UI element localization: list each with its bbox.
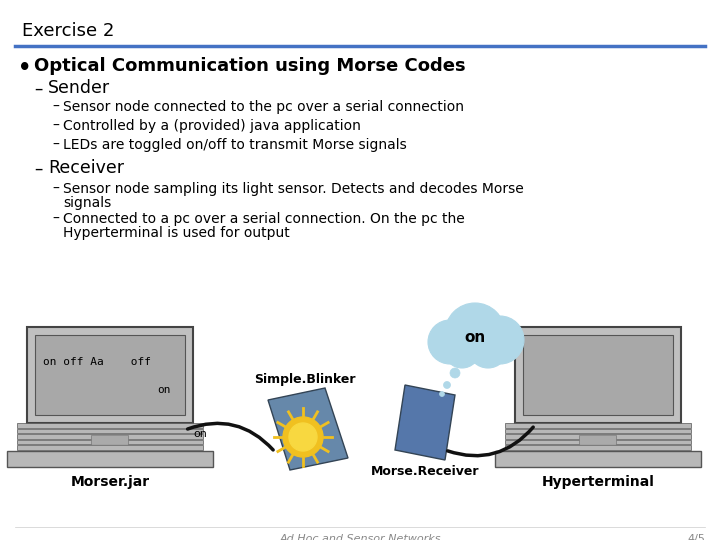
Text: –: – [52, 119, 59, 133]
Text: Exercise 2: Exercise 2 [22, 22, 114, 40]
Text: •: • [18, 58, 32, 78]
Text: LEDs are toggled on/off to transmit Morse signals: LEDs are toggled on/off to transmit Mors… [63, 138, 407, 152]
FancyBboxPatch shape [505, 440, 691, 444]
Circle shape [428, 320, 472, 364]
Text: –: – [52, 182, 59, 196]
FancyBboxPatch shape [91, 435, 128, 445]
Text: –: – [34, 80, 42, 98]
Circle shape [289, 423, 317, 451]
FancyBboxPatch shape [505, 446, 691, 450]
Text: Optical Communication using Morse Codes: Optical Communication using Morse Codes [34, 57, 466, 75]
Text: Hyperterminal: Hyperterminal [541, 475, 654, 489]
Text: Receiver: Receiver [48, 159, 124, 177]
Text: Ad Hoc and Sensor Networks: Ad Hoc and Sensor Networks [279, 534, 441, 540]
Circle shape [445, 303, 505, 363]
Text: Hyperterminal is used for output: Hyperterminal is used for output [63, 226, 289, 240]
Circle shape [459, 329, 491, 361]
Circle shape [476, 316, 524, 364]
Circle shape [439, 392, 444, 396]
Polygon shape [395, 385, 455, 460]
FancyBboxPatch shape [505, 423, 691, 428]
FancyBboxPatch shape [7, 451, 213, 467]
Text: Sensor node connected to the pc over a serial connection: Sensor node connected to the pc over a s… [63, 100, 464, 114]
Text: Simple.Blinker: Simple.Blinker [254, 373, 356, 386]
Text: –: – [52, 212, 59, 226]
Text: –: – [52, 138, 59, 152]
Text: Controlled by a (provided) java application: Controlled by a (provided) java applicat… [63, 119, 361, 133]
Circle shape [468, 328, 508, 368]
Text: on: on [158, 385, 171, 395]
FancyBboxPatch shape [17, 440, 203, 444]
Text: –: – [52, 100, 59, 114]
Text: on off Aa    off: on off Aa off [43, 357, 151, 367]
FancyBboxPatch shape [515, 327, 681, 423]
Text: on: on [193, 429, 207, 439]
FancyBboxPatch shape [17, 423, 203, 428]
FancyBboxPatch shape [17, 429, 203, 433]
Text: 4/5: 4/5 [687, 534, 705, 540]
FancyBboxPatch shape [17, 446, 203, 450]
Text: Morser.jar: Morser.jar [71, 475, 150, 489]
FancyBboxPatch shape [505, 429, 691, 433]
Text: –: – [34, 160, 42, 178]
Text: on: on [464, 329, 485, 345]
FancyBboxPatch shape [505, 434, 691, 439]
FancyBboxPatch shape [17, 434, 203, 439]
FancyBboxPatch shape [580, 435, 616, 445]
FancyBboxPatch shape [35, 335, 185, 415]
Text: Sender: Sender [48, 79, 110, 97]
Text: Morse.Receiver: Morse.Receiver [371, 465, 480, 478]
FancyBboxPatch shape [495, 451, 701, 467]
Circle shape [450, 368, 460, 378]
Polygon shape [268, 388, 348, 470]
FancyBboxPatch shape [523, 335, 673, 415]
Circle shape [283, 417, 323, 457]
FancyBboxPatch shape [27, 327, 193, 423]
Text: Connected to a pc over a serial connection. On the pc the: Connected to a pc over a serial connecti… [63, 212, 464, 226]
Text: signals: signals [63, 196, 112, 210]
Text: Sensor node sampling its light sensor. Detects and decodes Morse: Sensor node sampling its light sensor. D… [63, 182, 523, 196]
Circle shape [444, 332, 480, 368]
Circle shape [444, 381, 451, 388]
